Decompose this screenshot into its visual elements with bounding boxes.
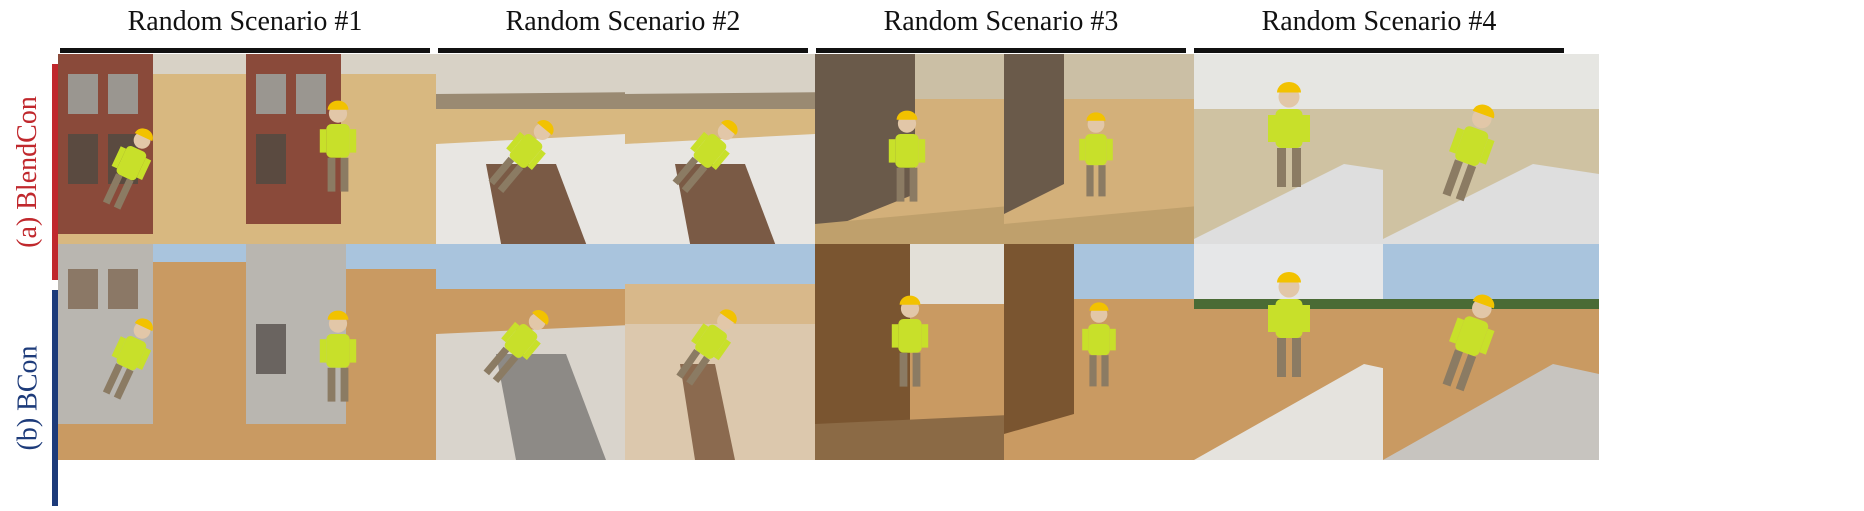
row-a-label-text: (a) BlendCon xyxy=(12,96,44,248)
row-b-bar xyxy=(52,290,58,506)
image-b-2-1 xyxy=(436,244,652,460)
image-b-4-1 xyxy=(1194,244,1410,460)
image-b-2-2 xyxy=(625,244,841,460)
image-a-4-1 xyxy=(1194,54,1410,270)
scenario-4-title: Random Scenario #4 xyxy=(1261,6,1497,37)
image-a-3-1 xyxy=(815,54,1031,270)
scenario-3-title: Random Scenario #3 xyxy=(883,6,1119,37)
image-b-3-2 xyxy=(1004,244,1220,460)
image-b-1-1 xyxy=(58,244,274,460)
row-b-label: (b) BCon xyxy=(8,290,48,506)
image-a-1-1 xyxy=(58,54,274,270)
scenario-4-rule xyxy=(1194,48,1564,53)
image-a-2-2 xyxy=(625,54,841,270)
scenario-3-rule xyxy=(816,48,1186,53)
scenario-1-title: Random Scenario #1 xyxy=(127,6,363,37)
row-b-label-text: (b) BCon xyxy=(12,345,43,451)
row-a-label: (a) BlendCon xyxy=(8,64,48,280)
image-b-3-1 xyxy=(815,244,1031,460)
scenario-1-rule xyxy=(60,48,430,53)
row-a-bar xyxy=(52,64,58,280)
scenario-2-rule xyxy=(438,48,808,53)
image-b-1-2 xyxy=(246,244,462,460)
image-a-1-2 xyxy=(246,54,462,270)
image-a-3-2 xyxy=(1004,54,1220,270)
scenario-2-title: Random Scenario #2 xyxy=(505,6,741,37)
image-a-4-2 xyxy=(1383,54,1599,270)
image-b-4-2 xyxy=(1383,244,1599,460)
image-a-2-1 xyxy=(436,54,652,270)
